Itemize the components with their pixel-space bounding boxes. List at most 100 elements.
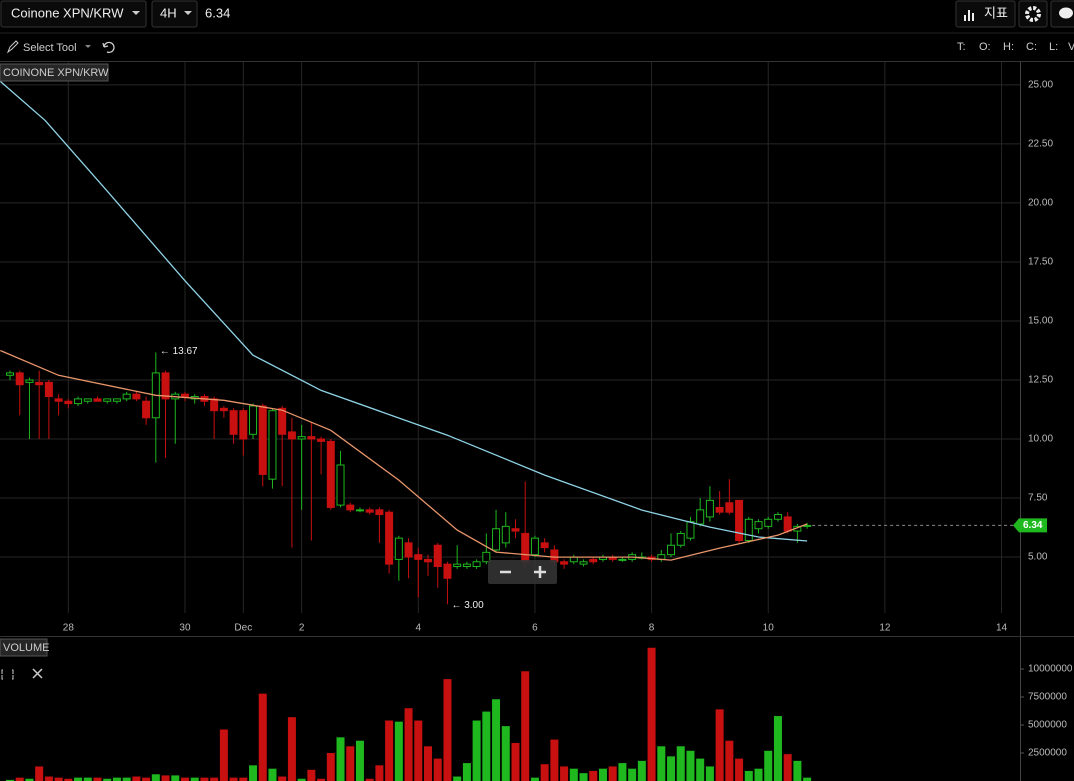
candle-body [25,379,34,383]
dropdown-icon [184,11,192,15]
moving-average [0,80,808,542]
zoom-in[interactable] [534,566,546,578]
x-tick-label: 4 [416,623,422,634]
candle-body [249,405,258,435]
volume-bar [297,778,306,781]
undo-icon[interactable] [102,41,115,54]
volume-bar [142,777,151,781]
candle-body [764,518,773,527]
x-tick-label: 8 [649,623,655,634]
candle-body [783,516,792,532]
ohlcv-label: O: [979,41,991,53]
maximize-icon[interactable] [1,669,14,680]
volume-bar [385,720,394,781]
tool-select[interactable]: Select Tool [23,42,77,54]
ohlcv-label: L: [1049,41,1058,53]
x-tick-label: 14 [996,623,1008,634]
candle-body [122,393,131,400]
candle-body [64,400,73,405]
indicators-icon [964,10,974,21]
x-tick-label: 12 [879,623,891,634]
interval-select[interactable] [151,0,198,28]
candle-body [317,438,326,442]
volume-tick-label: 10000000 [1028,664,1073,675]
volume-bar [394,721,403,781]
moving-average [0,349,808,561]
volume-bar [103,778,112,781]
volume-bar [803,777,812,781]
volume-bar [375,765,384,781]
volume-bar [74,777,83,781]
volume-title: VOLUME [3,642,49,654]
volume-tick-label: 7500000 [1028,692,1067,703]
candle-body [336,464,345,506]
volume-bar [579,773,588,781]
volume-bar [44,776,53,781]
symbol-select[interactable] [0,0,147,28]
candle-body [462,563,471,567]
volume-bar [725,740,734,781]
volume-bar [229,777,238,781]
candle-body [161,372,170,400]
candle-body [744,518,753,542]
x-tick-label: 6 [532,623,538,634]
candle-body [530,537,539,556]
ohlcv-label: V [1068,41,1074,53]
candle-body [385,511,394,565]
volume-bar [433,758,442,781]
candle-body [618,558,627,561]
grid: 5.007.5010.0012.5015.0017.5020.0022.5025… [0,62,1073,759]
candle-body [394,537,403,560]
candle-body [521,532,530,563]
y-tick-label: 17.50 [1028,257,1053,268]
volume-bar [190,777,199,781]
candle-body [404,542,413,558]
y-tick-label: 5.00 [1028,552,1048,563]
volume-bar [15,777,24,781]
close-icon[interactable] [32,668,43,679]
candle-body [142,400,151,419]
volume-bar [773,716,782,781]
volume-bar [618,763,627,781]
volume-bar [647,647,656,781]
min-annotation: ← 3.00 [451,600,484,611]
ohlcv-label: H: [1003,41,1014,53]
current-price: 6.34 [205,5,230,20]
volume-bar [307,769,316,781]
volume-bar [540,764,549,781]
volume-bar [550,739,559,781]
candle-body [696,509,705,525]
volume-bar [657,746,666,781]
volume-bar [560,766,569,781]
candle-body [44,381,53,398]
y-tick-label: 15.00 [1028,316,1053,327]
x-tick-label: 28 [63,623,75,634]
max-annotation: ← 13.67 [160,346,198,357]
volume-bar [355,740,364,781]
settings-button[interactable] [1018,0,1048,28]
volume-bar [83,777,92,781]
y-tick-label: 12.50 [1028,375,1053,386]
volume-bar [793,760,802,781]
volume-tick-label: 5000000 [1028,720,1067,731]
volume-bar [180,777,189,781]
indicators-button[interactable] [955,0,1016,28]
volume-legend-box [0,638,48,657]
candle-body [492,528,501,551]
candle-body [686,521,695,539]
candle-body [15,372,24,386]
last-price-tag [1013,518,1047,533]
volume-bar [783,754,792,781]
y-tick-label: 20.00 [1028,198,1053,209]
volume-bar [764,750,773,781]
volume-bar [171,775,180,781]
candle-body [482,551,491,563]
volume-bar [346,746,355,781]
dropdown-icon [132,11,140,15]
candle-body [540,542,549,549]
volume-bar [35,766,44,781]
volume-bar [219,729,228,781]
volume-bar [628,768,637,781]
